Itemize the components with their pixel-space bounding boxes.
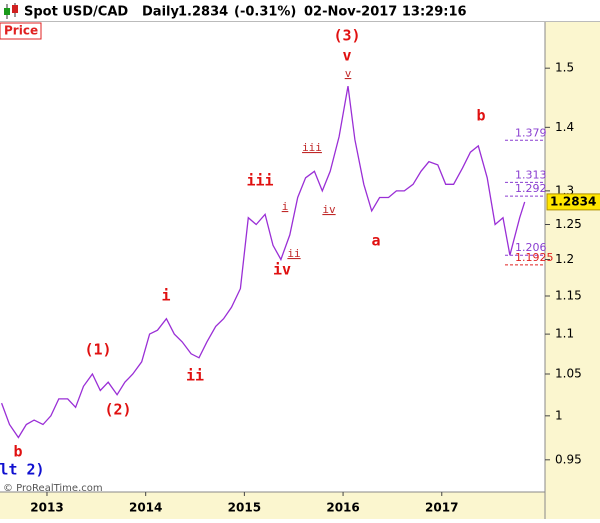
wave-label: lt 2) [0,461,45,479]
price-line [0,85,526,439]
timestamp: 02-Nov-2017 13:29:16 [304,5,467,20]
level-label: 1.206 [515,241,547,254]
level-label: 1.379 [515,126,547,139]
panel-label: Price [4,24,38,38]
wave-label: ii [287,247,300,260]
wave-label: iii [302,141,322,154]
price-axis-panel [545,22,600,519]
last-price-box [546,193,600,211]
y-tick-label: 1.4 [555,120,574,134]
instrument: Spot USD/CAD [24,5,128,20]
y-tick-label: 1.25 [555,217,582,231]
wave-label: v [342,47,351,65]
level-label: 1.313 [515,168,547,181]
wave-label: iv [273,261,291,279]
candles-icon [4,3,18,19]
y-tick-label: 1.5 [555,61,574,75]
last-price-label: 1.2834 [550,194,596,208]
last-price: 1.2834 [178,5,228,20]
y-tick-label: 1.15 [555,288,582,302]
x-tick-label: 2017 [425,501,458,515]
wave-label: (3) [333,27,360,45]
x-tick-label: 2013 [30,501,63,515]
wave-label: ii [186,367,204,385]
time-axis-panel [0,492,545,519]
level-label: 1.1925 [515,251,554,264]
change: (-0.31%) [234,5,296,20]
y-tick-label: 0.95 [555,452,582,466]
x-tick-label: 2016 [326,501,359,515]
y-tick-label: 1.2 [555,252,574,266]
wave-label: b [13,443,22,461]
y-tick-label: 1.05 [555,367,582,381]
wave-label: iv [322,203,336,216]
wave-label: (1) [84,341,111,359]
period: Daily [142,5,179,20]
wave-label: i [161,287,170,305]
x-tick-label: 2015 [228,501,261,515]
wave-label: (2) [104,401,131,419]
level-label: 1.292 [515,182,547,195]
wave-label: v [345,67,352,80]
panel-label-box [0,22,42,40]
x-tick-label: 2014 [129,501,162,515]
wave-label: iii [246,172,273,190]
wave-label: b [476,107,485,125]
y-tick-label: 1 [555,408,563,422]
wave-label: a [371,232,380,250]
wave-label: i [282,200,289,213]
copyright: © ProRealTime.com [3,483,103,494]
y-tick-label: 1.1 [555,327,574,341]
